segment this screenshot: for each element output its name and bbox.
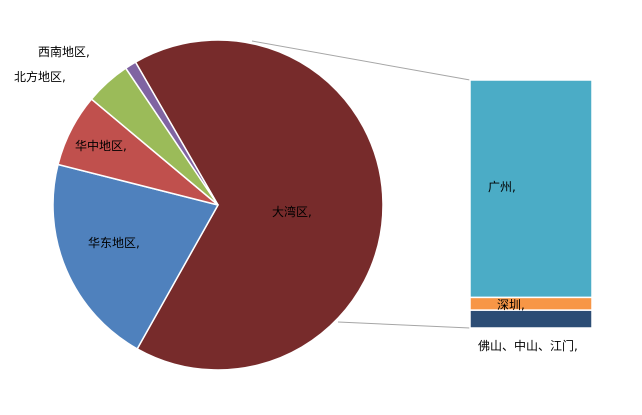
data-label: 佛山、中山、江门, [478, 338, 578, 353]
data-label: 北方地区, [14, 69, 66, 84]
data-label: 西南地区, [38, 44, 90, 59]
data-label: 华东地区, [88, 236, 140, 250]
label-category: 大湾区 [272, 204, 308, 219]
label-separator: , [86, 45, 90, 59]
data-label: 大湾区, [272, 204, 312, 219]
label-separator: , [521, 298, 525, 312]
label-separator: , [308, 205, 312, 219]
data-label: 广州, [488, 180, 516, 194]
connector-line [251, 40, 471, 81]
label-separator: , [136, 236, 140, 250]
label-separator: , [123, 139, 127, 153]
pie-slice [134, 39, 384, 371]
bar-segment [469, 79, 593, 299]
pie-slice [52, 163, 220, 350]
label-category: 华东地区 [88, 236, 136, 250]
label-separator: , [62, 70, 66, 84]
pie-slice [124, 61, 219, 206]
label-category: 深圳 [497, 298, 521, 312]
connector-line [337, 321, 471, 329]
data-label: 华中地区, [75, 138, 127, 153]
label-category: 广州 [488, 180, 512, 194]
label-category: 华中地区 [75, 138, 123, 153]
bar-segment [469, 296, 593, 311]
label-category: 北方地区 [14, 69, 62, 84]
bar-segment [469, 309, 593, 329]
data-label: 深圳, [497, 298, 525, 312]
label-separator: , [574, 339, 578, 353]
label-category: 佛山、中山、江门 [478, 338, 574, 353]
label-category: 西南地区 [38, 44, 86, 59]
label-separator: , [512, 180, 516, 194]
